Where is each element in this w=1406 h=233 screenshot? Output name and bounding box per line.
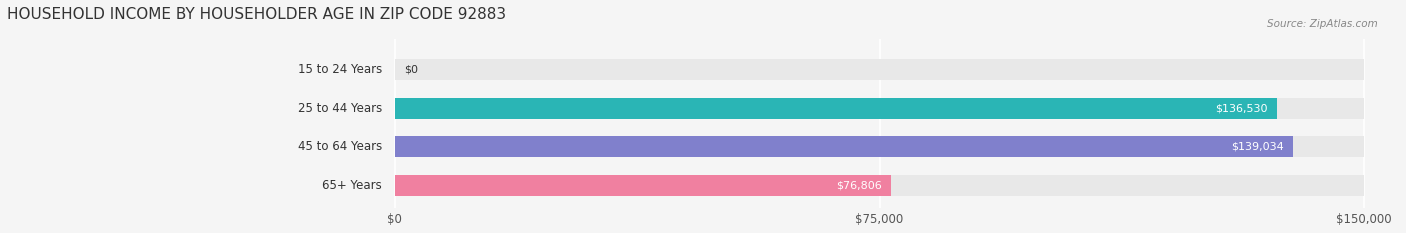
- Text: $0: $0: [405, 65, 419, 75]
- Text: 45 to 64 Years: 45 to 64 Years: [298, 140, 382, 153]
- Text: $136,530: $136,530: [1215, 103, 1267, 113]
- Bar: [395, 136, 1364, 157]
- Text: $76,806: $76,806: [835, 180, 882, 190]
- Bar: [395, 98, 1277, 119]
- Bar: [395, 98, 1364, 119]
- Text: HOUSEHOLD INCOME BY HOUSEHOLDER AGE IN ZIP CODE 92883: HOUSEHOLD INCOME BY HOUSEHOLDER AGE IN Z…: [7, 7, 506, 22]
- Bar: [395, 175, 1364, 196]
- Text: 25 to 44 Years: 25 to 44 Years: [298, 102, 382, 115]
- Text: 65+ Years: 65+ Years: [322, 179, 382, 192]
- Bar: [395, 59, 1364, 80]
- Bar: [395, 136, 1294, 157]
- Bar: [395, 175, 891, 196]
- Text: $139,034: $139,034: [1230, 142, 1284, 152]
- Text: Source: ZipAtlas.com: Source: ZipAtlas.com: [1267, 19, 1378, 29]
- Text: 15 to 24 Years: 15 to 24 Years: [298, 63, 382, 76]
